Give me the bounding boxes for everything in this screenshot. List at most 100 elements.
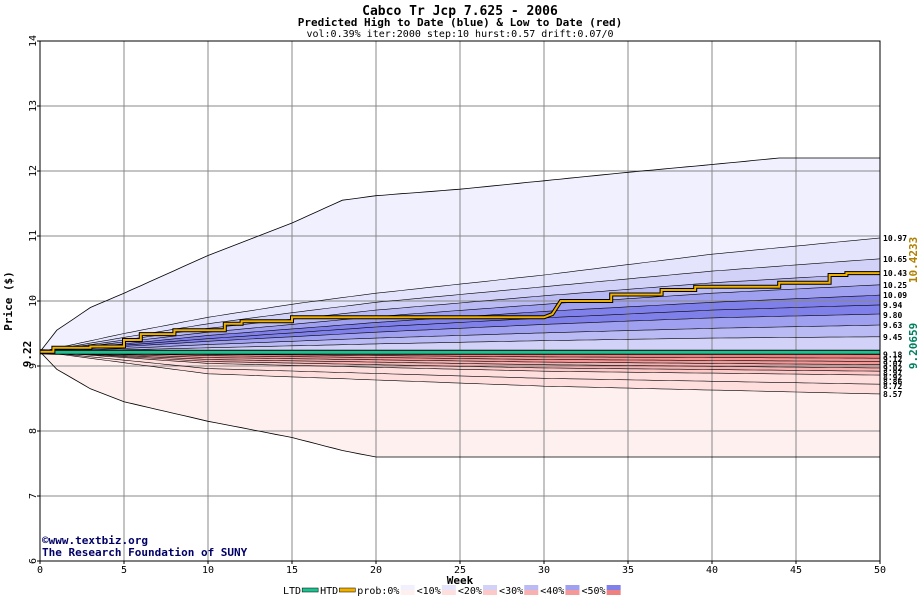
axis-ticks: 0 5 10 15 20 25 30 35 40 45 50 6 7 8 9 10 11 12 13 14	[28, 35, 886, 576]
band-low-4	[40, 351, 880, 368]
start-price-label: 9.22	[21, 341, 34, 368]
ltd-final-value: 9.20659	[907, 323, 920, 369]
y-axis-label: Price ($)	[2, 271, 15, 331]
chart-params: vol:0.39% iter:2000 step:10 hurst:0.57 d…	[306, 29, 613, 40]
end-label-0: 10.97	[883, 234, 907, 243]
end-label-8: 9.45	[883, 333, 902, 342]
high-quantile-line-8	[39, 336, 880, 352]
legend-label-1: HTD	[320, 586, 338, 597]
x-tick-label-0: 0	[37, 565, 43, 576]
y-tick-label-9: 9	[28, 363, 39, 369]
legend-label-6: <40%	[540, 586, 564, 597]
y-tick-label-13: 13	[28, 100, 39, 112]
low-quantile-line-4	[39, 351, 880, 369]
x-tick-label-5: 5	[121, 565, 127, 576]
x-tick-label-15: 15	[286, 565, 298, 576]
attribution-site-text: www.textbiz.org	[49, 534, 148, 547]
legend-swatch-top-3	[441, 585, 456, 590]
end-label-2: 10.43	[883, 269, 907, 278]
end-label-16: 8.72	[883, 382, 902, 391]
y-tick-label-7: 7	[28, 493, 39, 499]
end-label-9: 9.18	[883, 350, 902, 359]
high-quantile-line-6	[39, 313, 881, 352]
x-tick-label-50: 50	[874, 565, 886, 576]
copyright-icon: ©	[42, 534, 49, 547]
high-quantile-line-0	[39, 237, 881, 352]
legend-label-5: <30%	[499, 586, 523, 597]
legend-swatch-bottom-7	[606, 590, 621, 595]
end-label-4: 10.09	[883, 291, 907, 300]
high-to-date-line	[40, 272, 880, 353]
legend-swatch-top-7	[606, 585, 621, 590]
band-high-1	[40, 258, 880, 352]
attribution-org: The Research Foundation of SUNY	[42, 546, 248, 559]
low-quantile-line-6	[39, 351, 881, 376]
high-quantile-line-7	[39, 324, 881, 352]
htd-final-value: 10.4233	[907, 237, 920, 283]
legend-swatch-bottom-2	[400, 590, 415, 595]
end-label-13: 8.97	[883, 368, 902, 377]
legend: LTD HTD prob:0% <10% <20% <30% <40% <50%	[283, 585, 621, 597]
low-quantile-line-3	[39, 351, 881, 365]
legend-swatch-top-6	[565, 585, 580, 590]
chart-title: Cabco Tr Jcp 7.625 - 2006	[362, 4, 558, 19]
end-label-12: 9.02	[883, 364, 902, 373]
end-label-3: 10.25	[883, 281, 907, 290]
end-label-15: 8.86	[883, 377, 902, 386]
legend-label-2: prob:0%	[357, 586, 399, 597]
legend-swatch-bottom-6	[565, 590, 580, 595]
legend-swatch-bottom-4	[483, 590, 498, 595]
legend-swatch-top-5	[524, 585, 539, 590]
y-tick-label-10: 10	[28, 295, 39, 307]
envelope-low-line	[39, 351, 880, 458]
x-tick-label-30: 30	[538, 565, 550, 576]
y-tick-label-14: 14	[28, 35, 39, 47]
end-label-7: 9.63	[883, 321, 902, 330]
band-high-0	[40, 237, 880, 352]
end-label-17: 8.57	[883, 390, 902, 399]
legend-swatch-bottom-3	[441, 590, 456, 595]
y-tick-label-11: 11	[28, 230, 39, 242]
low-quantile-line-2	[39, 351, 880, 362]
low-quantile-line-8	[39, 351, 881, 395]
x-tick-label-10: 10	[202, 565, 214, 576]
x-tick-label-20: 20	[370, 565, 382, 576]
x-tick-label-40: 40	[706, 565, 718, 576]
legend-label-7: <50%	[581, 586, 605, 597]
end-label-14: 8.92	[883, 373, 902, 382]
low-quantile-line-5	[39, 351, 881, 372]
end-label-11: 9.07	[883, 359, 902, 368]
high-quantile-line-3	[39, 284, 881, 352]
x-axis-label: Week	[447, 574, 474, 587]
x-tick-label-45: 45	[790, 565, 802, 576]
attribution-site[interactable]: ©www.textbiz.org	[42, 534, 148, 547]
band-low-7	[40, 351, 880, 385]
legend-line-0	[301, 587, 319, 593]
end-label-6: 9.80	[883, 311, 902, 320]
y-tick-label-12: 12	[28, 165, 39, 177]
high-quantile-line-5	[39, 304, 881, 352]
legend-label-0: LTD	[283, 586, 301, 597]
chart-subtitle: Predicted High to Date (blue) & Low to D…	[298, 16, 623, 29]
band-high-2	[40, 273, 880, 352]
end-label-10: 9.12	[883, 355, 902, 364]
legend-label-4: <20%	[458, 586, 482, 597]
legend-swatch-bottom-5	[524, 590, 539, 595]
legend-line-1	[339, 587, 356, 593]
band-high-4	[40, 295, 880, 352]
end-label-1: 10.65	[883, 255, 907, 264]
legend-label-3: <10%	[417, 586, 441, 597]
htd-ltd-paths	[39, 271, 880, 355]
band-high-3	[40, 284, 880, 352]
band-low-3	[40, 351, 880, 365]
legend-swatch-top-4	[483, 585, 498, 590]
envelope-high-line	[39, 157, 880, 352]
y-tick-label-6: 6	[28, 558, 39, 564]
x-tick-label-25: 25	[454, 565, 466, 576]
band-low-8	[40, 351, 880, 394]
low-quantile-line-7	[39, 351, 881, 385]
x-tick-label-35: 35	[622, 565, 634, 576]
legend-swatch-top-2	[400, 585, 415, 590]
